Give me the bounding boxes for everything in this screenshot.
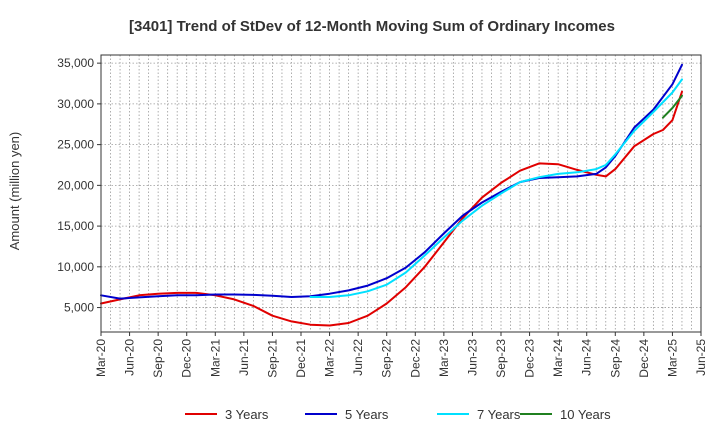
legend-item-7-years: 7 Years [437,407,521,422]
x-tick-label: Mar-25 [665,339,679,377]
legend-item-3-years: 3 Years [185,407,269,422]
series-group [100,63,683,327]
legend-label: 7 Years [477,407,521,422]
series-line-10-years [661,94,683,119]
x-tick-label: Sep-23 [494,339,508,378]
x-tick-label: Dec-23 [523,339,537,378]
y-tick-label: 35,000 [57,56,94,70]
series-line-5-years [100,63,683,300]
y-tick-label: 25,000 [57,138,94,152]
x-tick-label: Jun-24 [580,339,594,376]
x-tick-label: Sep-24 [608,339,622,378]
legend-label: 10 Years [560,407,611,422]
y-axis-label: Amount (million yen) [7,132,22,251]
grid [101,55,701,332]
x-tick-label: Dec-20 [180,339,194,378]
legend-label: 3 Years [225,407,269,422]
x-tick-label: Dec-24 [637,339,651,378]
plot-area [101,55,701,332]
x-tick-label: Mar-21 [208,339,222,377]
x-tick-label: Mar-20 [94,339,108,377]
y-tick-label: 10,000 [57,260,94,274]
y-tick-label: 30,000 [57,97,94,111]
x-tick-label: Sep-20 [151,339,165,378]
y-tick-label: 15,000 [57,219,94,233]
x-tick-label: Mar-24 [551,339,565,377]
x-tick-label: Jun-20 [123,339,137,376]
x-tick-label: Jun-25 [694,339,708,376]
x-tick-label: Dec-22 [408,339,422,378]
x-ticks: Mar-20 Jun-20 Sep-20 Dec-20 Mar-21 Jun-21 Sep-… [94,332,708,378]
series-line-7-years [309,78,683,298]
y-tick-label: 5,000 [64,301,94,315]
chart-title: [3401] Trend of StDev of 12-Month Moving… [129,18,615,35]
x-tick-label: Jun-21 [237,339,251,376]
y-tick-label: 20,000 [57,178,94,192]
plot-frame [100,54,702,333]
legend-item-10-years: 10 Years [520,407,611,422]
x-tick-label: Mar-23 [437,339,451,377]
y-ticks: 5,000 10,000 15,000 20,000 25,000 30,000 35,00… [57,56,101,315]
legend-label: 5 Years [345,407,389,422]
legend: 3 Years 5 Years 7 Years 10 Years [185,407,611,422]
x-tick-label: Mar-22 [323,339,337,377]
x-tick-label: Jun-22 [351,339,365,376]
legend-item-5-years: 5 Years [305,407,389,422]
x-tick-label: Jun-23 [465,339,479,376]
x-tick-label: Sep-22 [380,339,394,378]
x-tick-label: Sep-21 [265,339,279,378]
x-tick-label: Dec-21 [294,339,308,378]
